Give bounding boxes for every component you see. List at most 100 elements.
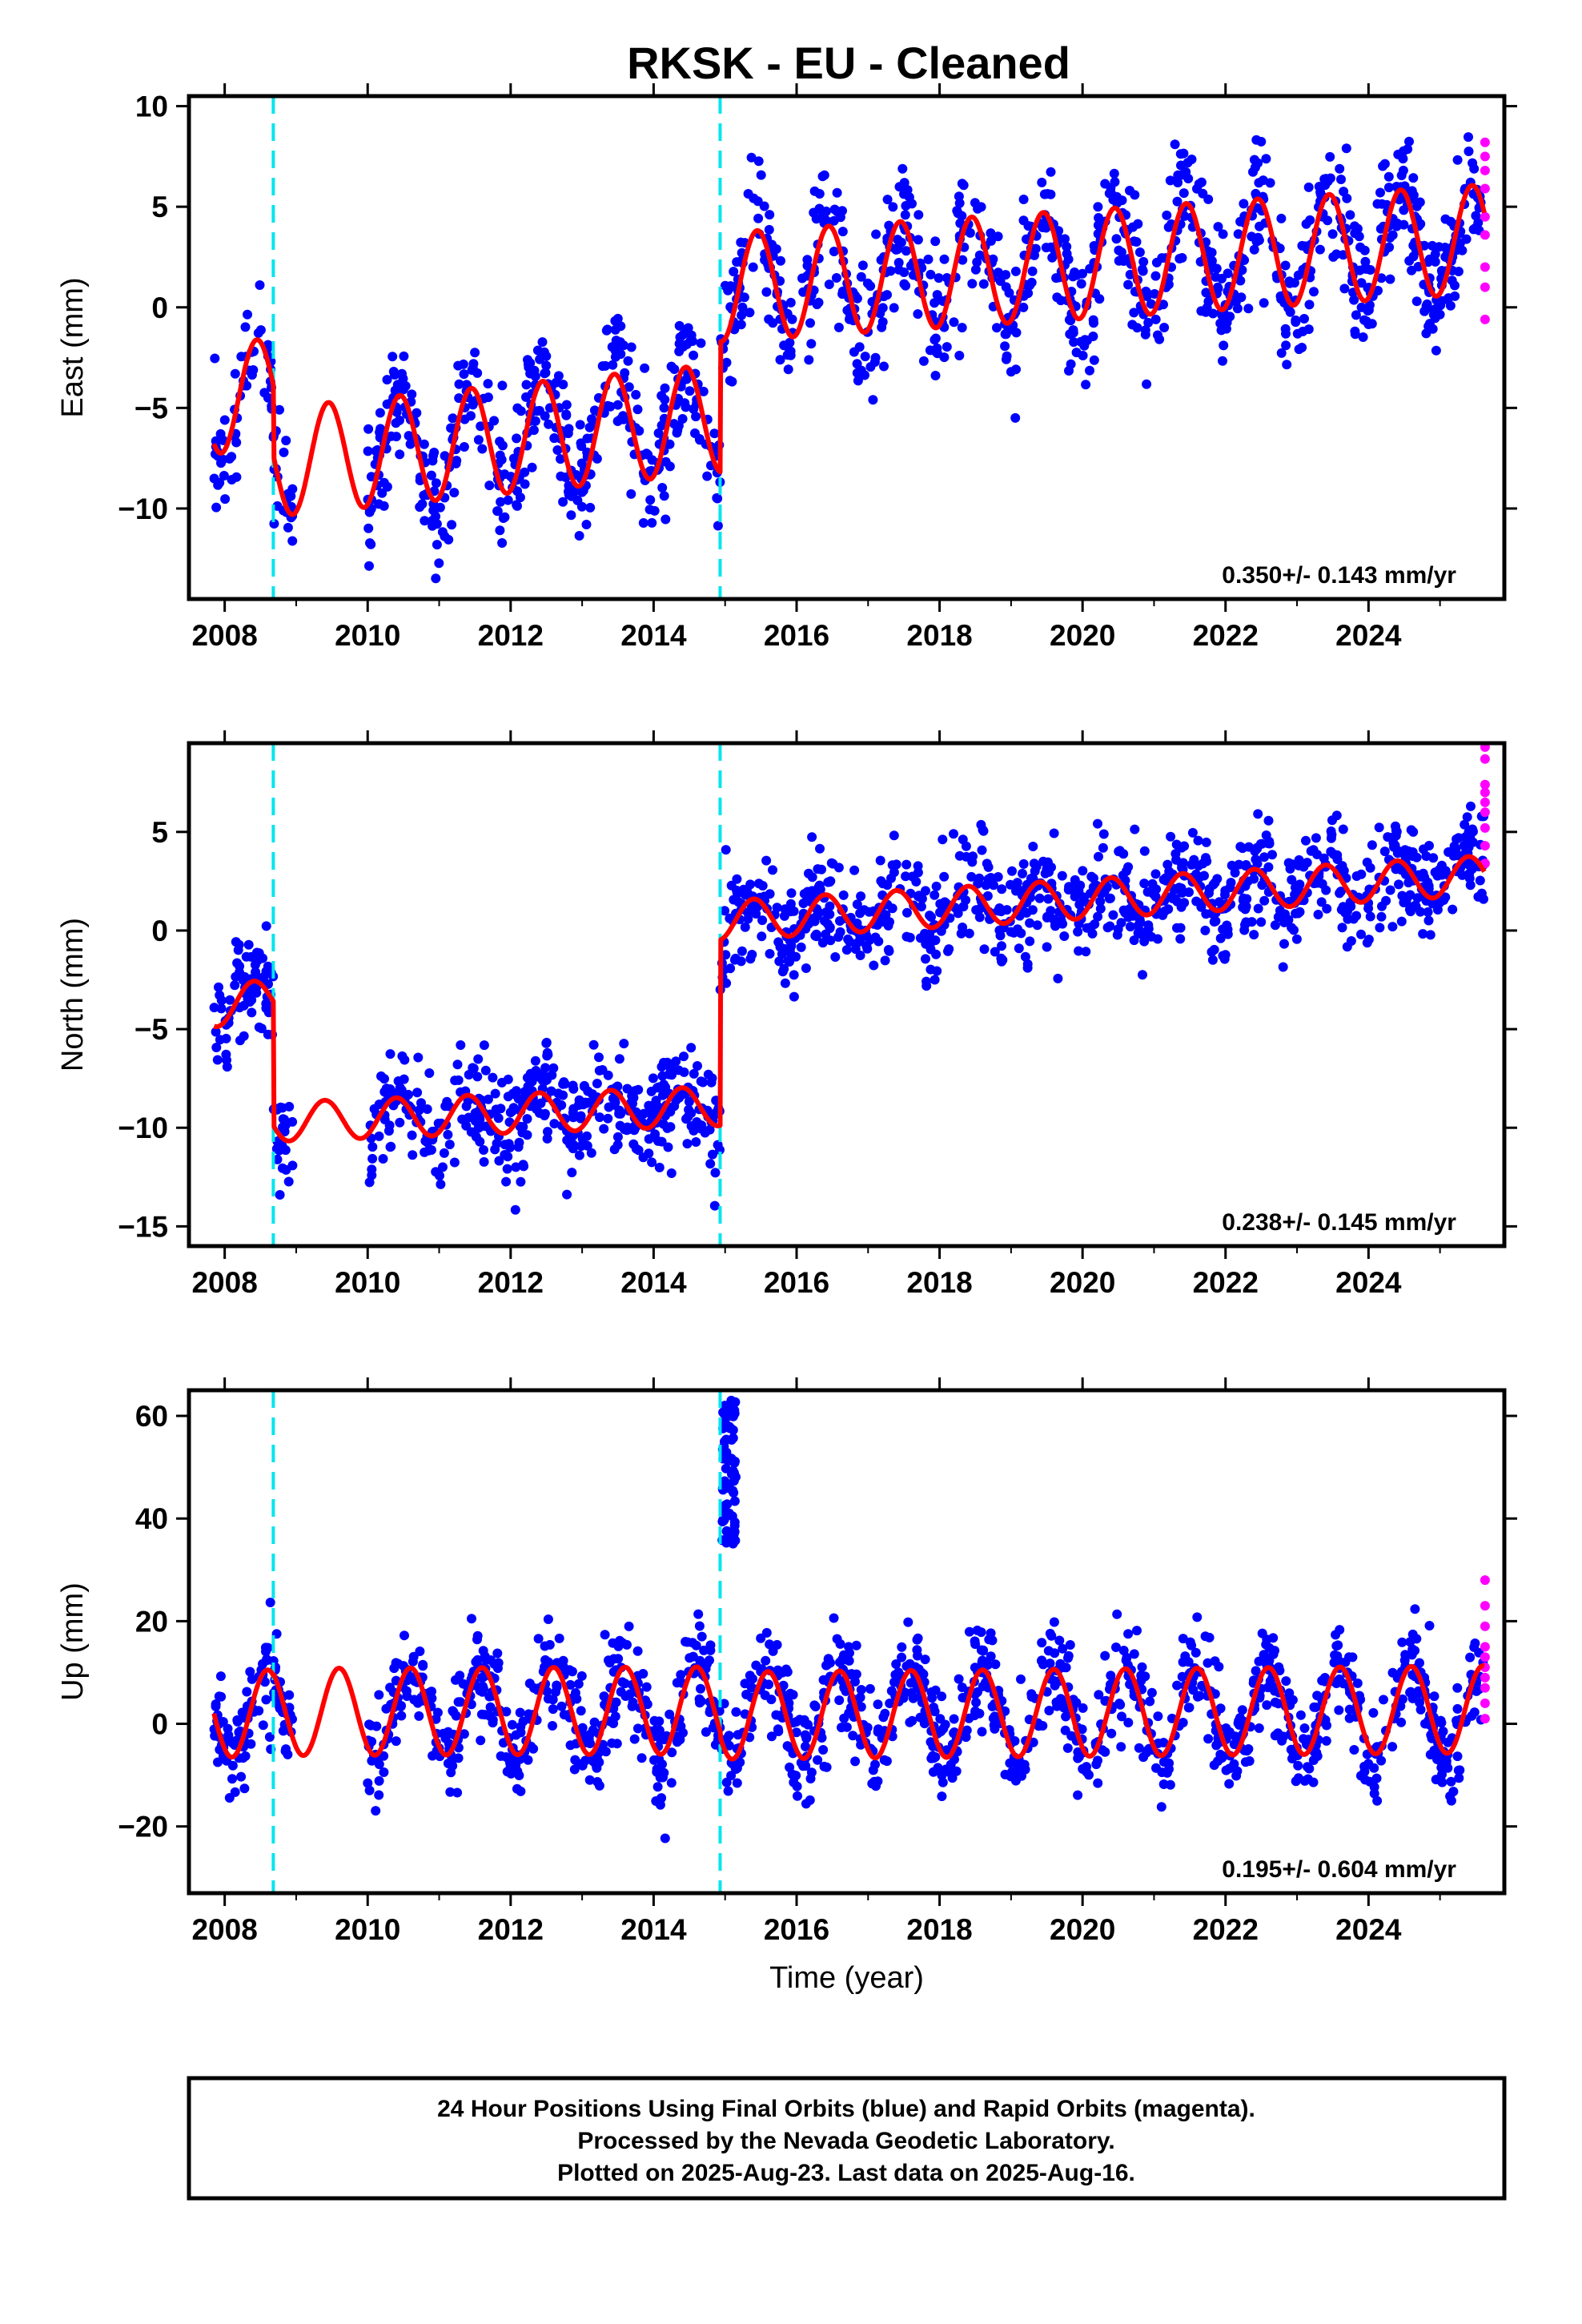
final-orbit-point	[459, 1729, 469, 1739]
final-orbit-point	[873, 1699, 883, 1710]
final-orbit-point	[709, 1200, 720, 1211]
final-orbit-point	[589, 405, 600, 416]
final-orbit-point	[954, 1674, 964, 1684]
final-orbit-point	[1408, 173, 1419, 183]
final-orbit-point	[1059, 931, 1070, 941]
final-orbit-point	[1346, 936, 1356, 946]
final-orbit-point	[656, 1793, 667, 1803]
final-orbit-point	[1243, 304, 1254, 314]
final-orbit-point	[1027, 905, 1038, 915]
final-orbit-point	[1379, 1695, 1388, 1705]
final-orbit-point	[1038, 1659, 1048, 1670]
final-orbit-point	[1172, 1680, 1182, 1691]
final-orbit-point	[364, 1177, 375, 1188]
final-orbit-point	[1068, 271, 1078, 282]
final-orbit-point	[1304, 300, 1315, 310]
final-orbit-point	[617, 1677, 628, 1687]
final-orbit-point	[644, 1134, 654, 1144]
final-orbit-point	[1111, 191, 1122, 202]
rate-label: 0.238+/- 0.145 mm/yr	[1222, 1209, 1456, 1236]
final-orbit-point	[727, 376, 737, 387]
final-orbit-point	[629, 1734, 640, 1744]
final-orbit-point	[503, 495, 513, 505]
final-orbit-point	[897, 163, 908, 174]
final-orbit-point	[577, 1760, 588, 1771]
final-orbit-point	[412, 1088, 423, 1098]
final-orbit-point	[819, 1761, 829, 1771]
final-orbit-point	[751, 909, 761, 919]
final-orbit-point	[1207, 255, 1217, 266]
final-orbit-point	[949, 829, 958, 839]
final-orbit-point	[860, 352, 870, 362]
final-orbit-point	[364, 1785, 375, 1795]
final-orbit-point	[210, 353, 220, 364]
final-orbit-point	[1372, 199, 1383, 209]
final-orbit-point	[1392, 848, 1403, 858]
final-orbit-point	[660, 383, 670, 393]
final-orbit-point	[832, 1634, 842, 1644]
final-orbit-point	[753, 156, 764, 167]
final-orbit-point	[443, 1759, 453, 1768]
final-orbit-point	[1337, 923, 1347, 933]
final-orbit-point	[901, 246, 911, 256]
final-orbit-point	[648, 1073, 658, 1084]
final-orbit-point	[807, 832, 817, 842]
final-orbit-point	[1259, 298, 1269, 308]
final-orbit-point	[540, 1063, 551, 1073]
final-orbit-point	[516, 1176, 526, 1187]
final-orbit-point	[570, 1755, 580, 1765]
final-orbit-point	[654, 1716, 665, 1727]
final-orbit-point	[1349, 295, 1359, 305]
final-orbit-point	[449, 1157, 460, 1168]
final-orbit-point	[804, 868, 813, 879]
final-orbit-point	[1281, 328, 1291, 339]
final-orbit-point	[720, 906, 730, 916]
final-orbit-point	[478, 1683, 488, 1694]
final-orbit-point	[1199, 870, 1209, 881]
final-orbit-point	[654, 1162, 665, 1172]
final-orbit-point	[1018, 302, 1029, 312]
final-orbit-point	[1159, 323, 1170, 332]
final-orbit-point	[1025, 936, 1035, 947]
final-orbit-point	[1356, 929, 1366, 939]
final-orbit-point	[1452, 834, 1462, 844]
final-orbit-point	[604, 1658, 615, 1668]
final-orbit-point	[473, 1054, 484, 1064]
final-orbit-point	[1218, 1751, 1228, 1761]
final-orbit-point	[543, 1614, 553, 1624]
final-orbit-point	[510, 1204, 520, 1215]
final-orbit-point	[939, 871, 950, 882]
final-orbit-point	[245, 1667, 255, 1677]
final-orbit-point	[1218, 356, 1227, 366]
final-orbit-point	[566, 510, 576, 521]
final-orbit-point	[243, 309, 252, 320]
final-orbit-point	[1326, 826, 1336, 836]
final-orbit-point	[855, 1692, 865, 1703]
final-orbit-point	[284, 1690, 295, 1700]
final-orbit-point	[873, 936, 884, 947]
final-orbit-point	[833, 932, 844, 942]
final-orbit-point	[1418, 929, 1428, 939]
final-orbit-point	[479, 1040, 489, 1051]
final-orbit-point	[1407, 1650, 1417, 1660]
final-orbit-point	[1062, 1743, 1073, 1753]
final-orbit-point	[424, 1145, 434, 1156]
final-orbit-point	[912, 1645, 922, 1655]
final-orbit-point	[1438, 1727, 1448, 1736]
final-orbit-point	[838, 890, 849, 900]
final-orbit-point	[1428, 310, 1439, 320]
final-orbit-point	[1078, 1703, 1088, 1713]
final-orbit-point	[1146, 299, 1156, 309]
final-orbit-point	[478, 1646, 488, 1656]
final-orbit-point	[627, 1091, 637, 1101]
final-orbit-point	[753, 879, 764, 889]
final-orbit-point	[1423, 883, 1434, 894]
final-orbit-point	[768, 318, 778, 328]
final-orbit-point	[615, 1120, 625, 1131]
final-orbit-point	[1297, 343, 1307, 352]
final-orbit-point	[1078, 268, 1087, 279]
final-orbit-point	[1089, 355, 1099, 365]
final-orbit-point	[398, 373, 408, 384]
model-curve	[212, 854, 1487, 1144]
final-orbit-point	[1215, 1703, 1226, 1714]
